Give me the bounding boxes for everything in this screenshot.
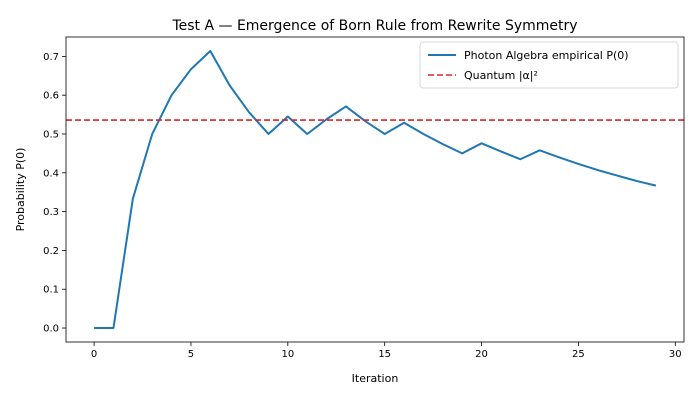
- y-axis: 0.0 0.1 0.2 0.3 0.4 0.5 0.6 0.7: [43, 52, 66, 335]
- y-tick-label: 0.3: [43, 207, 59, 218]
- legend-label: Quantum |α|²: [464, 69, 538, 82]
- legend-box: [419, 41, 679, 89]
- y-axis-label: Probability P(0): [14, 148, 27, 232]
- chart-title: Test A — Emergence of Born Rule from Rew…: [171, 18, 577, 34]
- y-tick-label: 0.5: [43, 130, 59, 141]
- x-tick-label: 30: [669, 349, 682, 360]
- x-axis-label: Iteration: [352, 372, 399, 385]
- x-tick-label: 10: [281, 349, 294, 360]
- y-tick-label: 0.4: [43, 168, 59, 179]
- legend-label: Photon Algebra empirical P(0): [464, 49, 629, 62]
- empirical-series-line: [94, 49, 657, 330]
- x-tick-label: 20: [475, 349, 488, 360]
- x-tick-label: 0: [91, 349, 97, 360]
- x-tick-label: 25: [572, 349, 585, 360]
- y-tick-label: 0.6: [43, 91, 59, 102]
- x-axis: 0 5 10 15 20 25 30: [91, 342, 682, 360]
- x-tick-label: 5: [188, 349, 194, 360]
- plot-frame: [65, 36, 685, 343]
- y-tick-label: 0.2: [43, 246, 59, 257]
- plot-area: [66, 49, 684, 330]
- y-tick-label: 0.0: [43, 324, 59, 335]
- x-tick-label: 15: [378, 349, 391, 360]
- y-tick-label: 0.1: [43, 285, 59, 296]
- y-tick-label: 0.7: [43, 52, 59, 63]
- legend: Photon Algebra empirical P(0) Quantum |α|…: [419, 41, 679, 89]
